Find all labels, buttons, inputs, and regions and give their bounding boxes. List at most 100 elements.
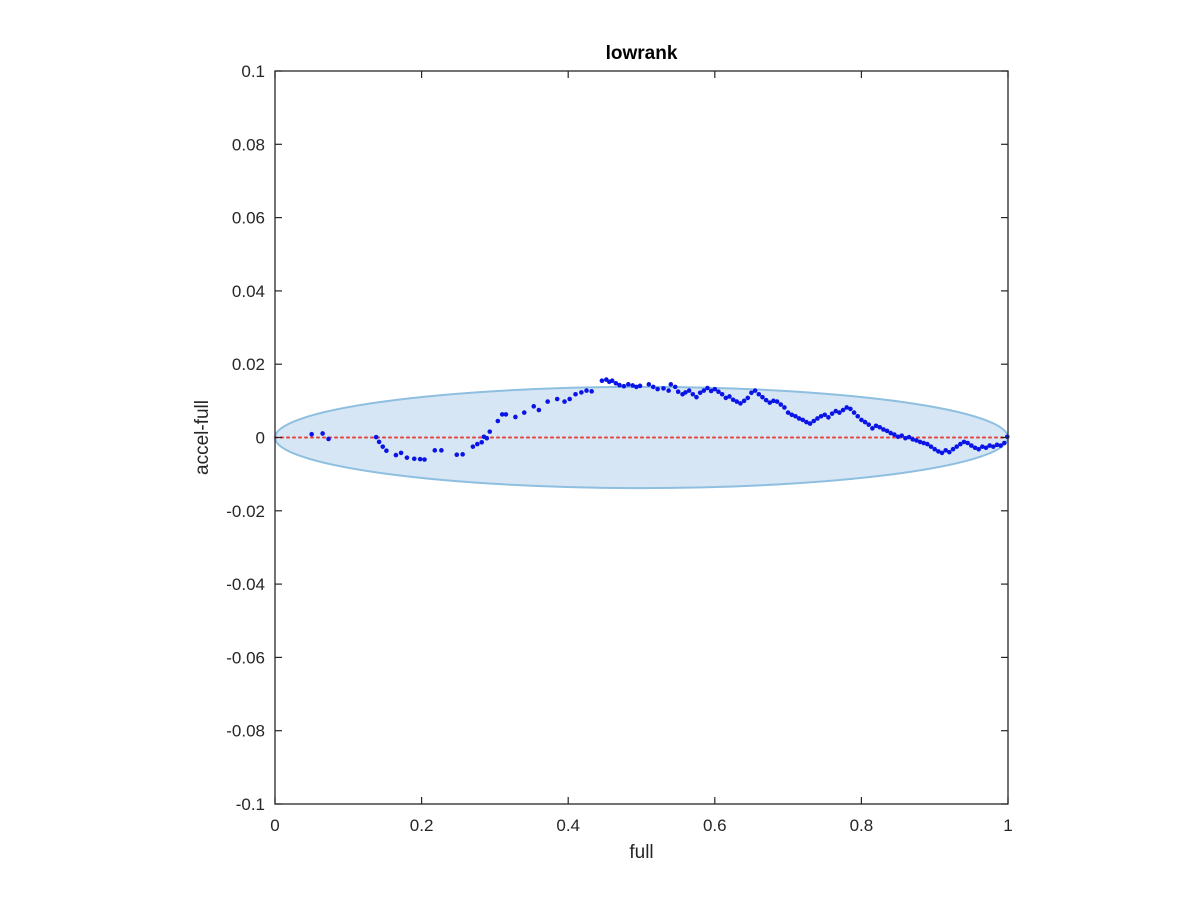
data-point xyxy=(910,437,916,442)
data-point xyxy=(398,450,404,456)
data-point xyxy=(630,383,636,388)
y-tick-label: -0.1 xyxy=(236,795,265,814)
data-point xyxy=(562,399,567,404)
data-point xyxy=(475,441,480,447)
x-tick-label: 0.4 xyxy=(556,816,580,835)
data-point xyxy=(818,413,824,419)
data-point xyxy=(567,396,572,402)
x-axis-label: full xyxy=(629,842,653,863)
data-point xyxy=(833,408,839,414)
data-point xyxy=(666,388,671,393)
data-point xyxy=(495,418,501,424)
data-point xyxy=(694,394,699,400)
data-point xyxy=(439,448,444,453)
y-tick-label: 0.04 xyxy=(232,282,265,301)
y-tick-label: -0.04 xyxy=(226,575,265,594)
data-point xyxy=(840,407,846,413)
data-point xyxy=(796,416,802,421)
y-tick-label: -0.02 xyxy=(226,502,265,521)
data-point xyxy=(774,399,780,404)
data-point xyxy=(972,445,978,451)
data-point xyxy=(708,388,714,394)
data-point xyxy=(326,436,331,442)
data-point xyxy=(877,424,883,430)
data-point xyxy=(513,414,518,420)
data-point xyxy=(980,444,985,449)
data-point xyxy=(705,385,710,391)
data-point xyxy=(584,388,589,393)
data-point xyxy=(672,384,678,390)
y-tick-label: -0.08 xyxy=(226,722,265,741)
data-point xyxy=(771,398,776,404)
data-point xyxy=(991,444,996,449)
data-point xyxy=(881,427,886,432)
data-point xyxy=(712,386,718,392)
data-point xyxy=(613,380,619,386)
data-point xyxy=(380,444,386,449)
data-point xyxy=(621,383,627,389)
data-point xyxy=(789,412,795,418)
data-point xyxy=(829,411,835,416)
data-point xyxy=(470,444,476,449)
data-point xyxy=(815,416,820,421)
data-point xyxy=(958,441,963,447)
data-point xyxy=(309,431,314,437)
data-point xyxy=(686,388,692,393)
data-point xyxy=(1002,440,1007,446)
data-point xyxy=(479,439,485,445)
data-point xyxy=(848,406,853,412)
data-point xyxy=(730,397,736,403)
data-point xyxy=(487,429,493,434)
data-point xyxy=(454,452,460,458)
data-point xyxy=(599,378,605,383)
data-point xyxy=(683,390,688,395)
data-point xyxy=(404,455,410,460)
data-point xyxy=(460,452,465,457)
data-point xyxy=(947,449,952,455)
data-point xyxy=(983,445,989,451)
y-axis-ticks: 0.1 0.08 0.06 0.04 0.02 0 -0.02 -0.04 -0.06 -0.08… xyxy=(226,62,1008,814)
data-point xyxy=(589,389,594,394)
data-point xyxy=(822,412,828,418)
data-point xyxy=(998,443,1003,448)
x-tick-label: 0.6 xyxy=(703,816,727,835)
chart-title: lowrank xyxy=(606,43,678,64)
data-point xyxy=(928,444,934,449)
data-point xyxy=(690,391,696,397)
data-point xyxy=(859,417,864,423)
data-point xyxy=(950,446,956,452)
data-point xyxy=(936,449,941,454)
data-point xyxy=(432,448,438,453)
y-axis-label: accel-full xyxy=(192,400,213,475)
data-point xyxy=(384,448,389,453)
data-point xyxy=(646,382,652,387)
data-point xyxy=(634,384,639,390)
data-point xyxy=(961,439,967,445)
data-point xyxy=(807,421,813,426)
data-point xyxy=(943,448,948,453)
data-point xyxy=(521,410,527,415)
y-tick-label: 0.02 xyxy=(232,355,265,374)
data-point xyxy=(484,435,490,441)
data-point xyxy=(320,431,325,436)
data-point xyxy=(738,401,743,406)
y-tick-label: 0.06 xyxy=(232,209,265,228)
x-tick-label: 1 xyxy=(1003,816,1012,835)
y-tick-label: -0.06 xyxy=(226,648,265,667)
data-point xyxy=(862,419,868,425)
data-point xyxy=(675,389,681,394)
y-tick-label: 0.1 xyxy=(241,62,265,81)
data-point xyxy=(987,443,992,448)
data-point xyxy=(888,430,894,436)
x-tick-label: 0 xyxy=(270,816,279,835)
data-point xyxy=(701,388,707,393)
data-point xyxy=(851,410,857,415)
data-point xyxy=(617,382,622,388)
data-point xyxy=(903,435,908,441)
data-point xyxy=(756,391,762,397)
data-point xyxy=(719,391,725,397)
data-point xyxy=(844,405,850,410)
data-point xyxy=(965,440,970,446)
data-point xyxy=(917,439,923,445)
data-point xyxy=(976,446,981,452)
